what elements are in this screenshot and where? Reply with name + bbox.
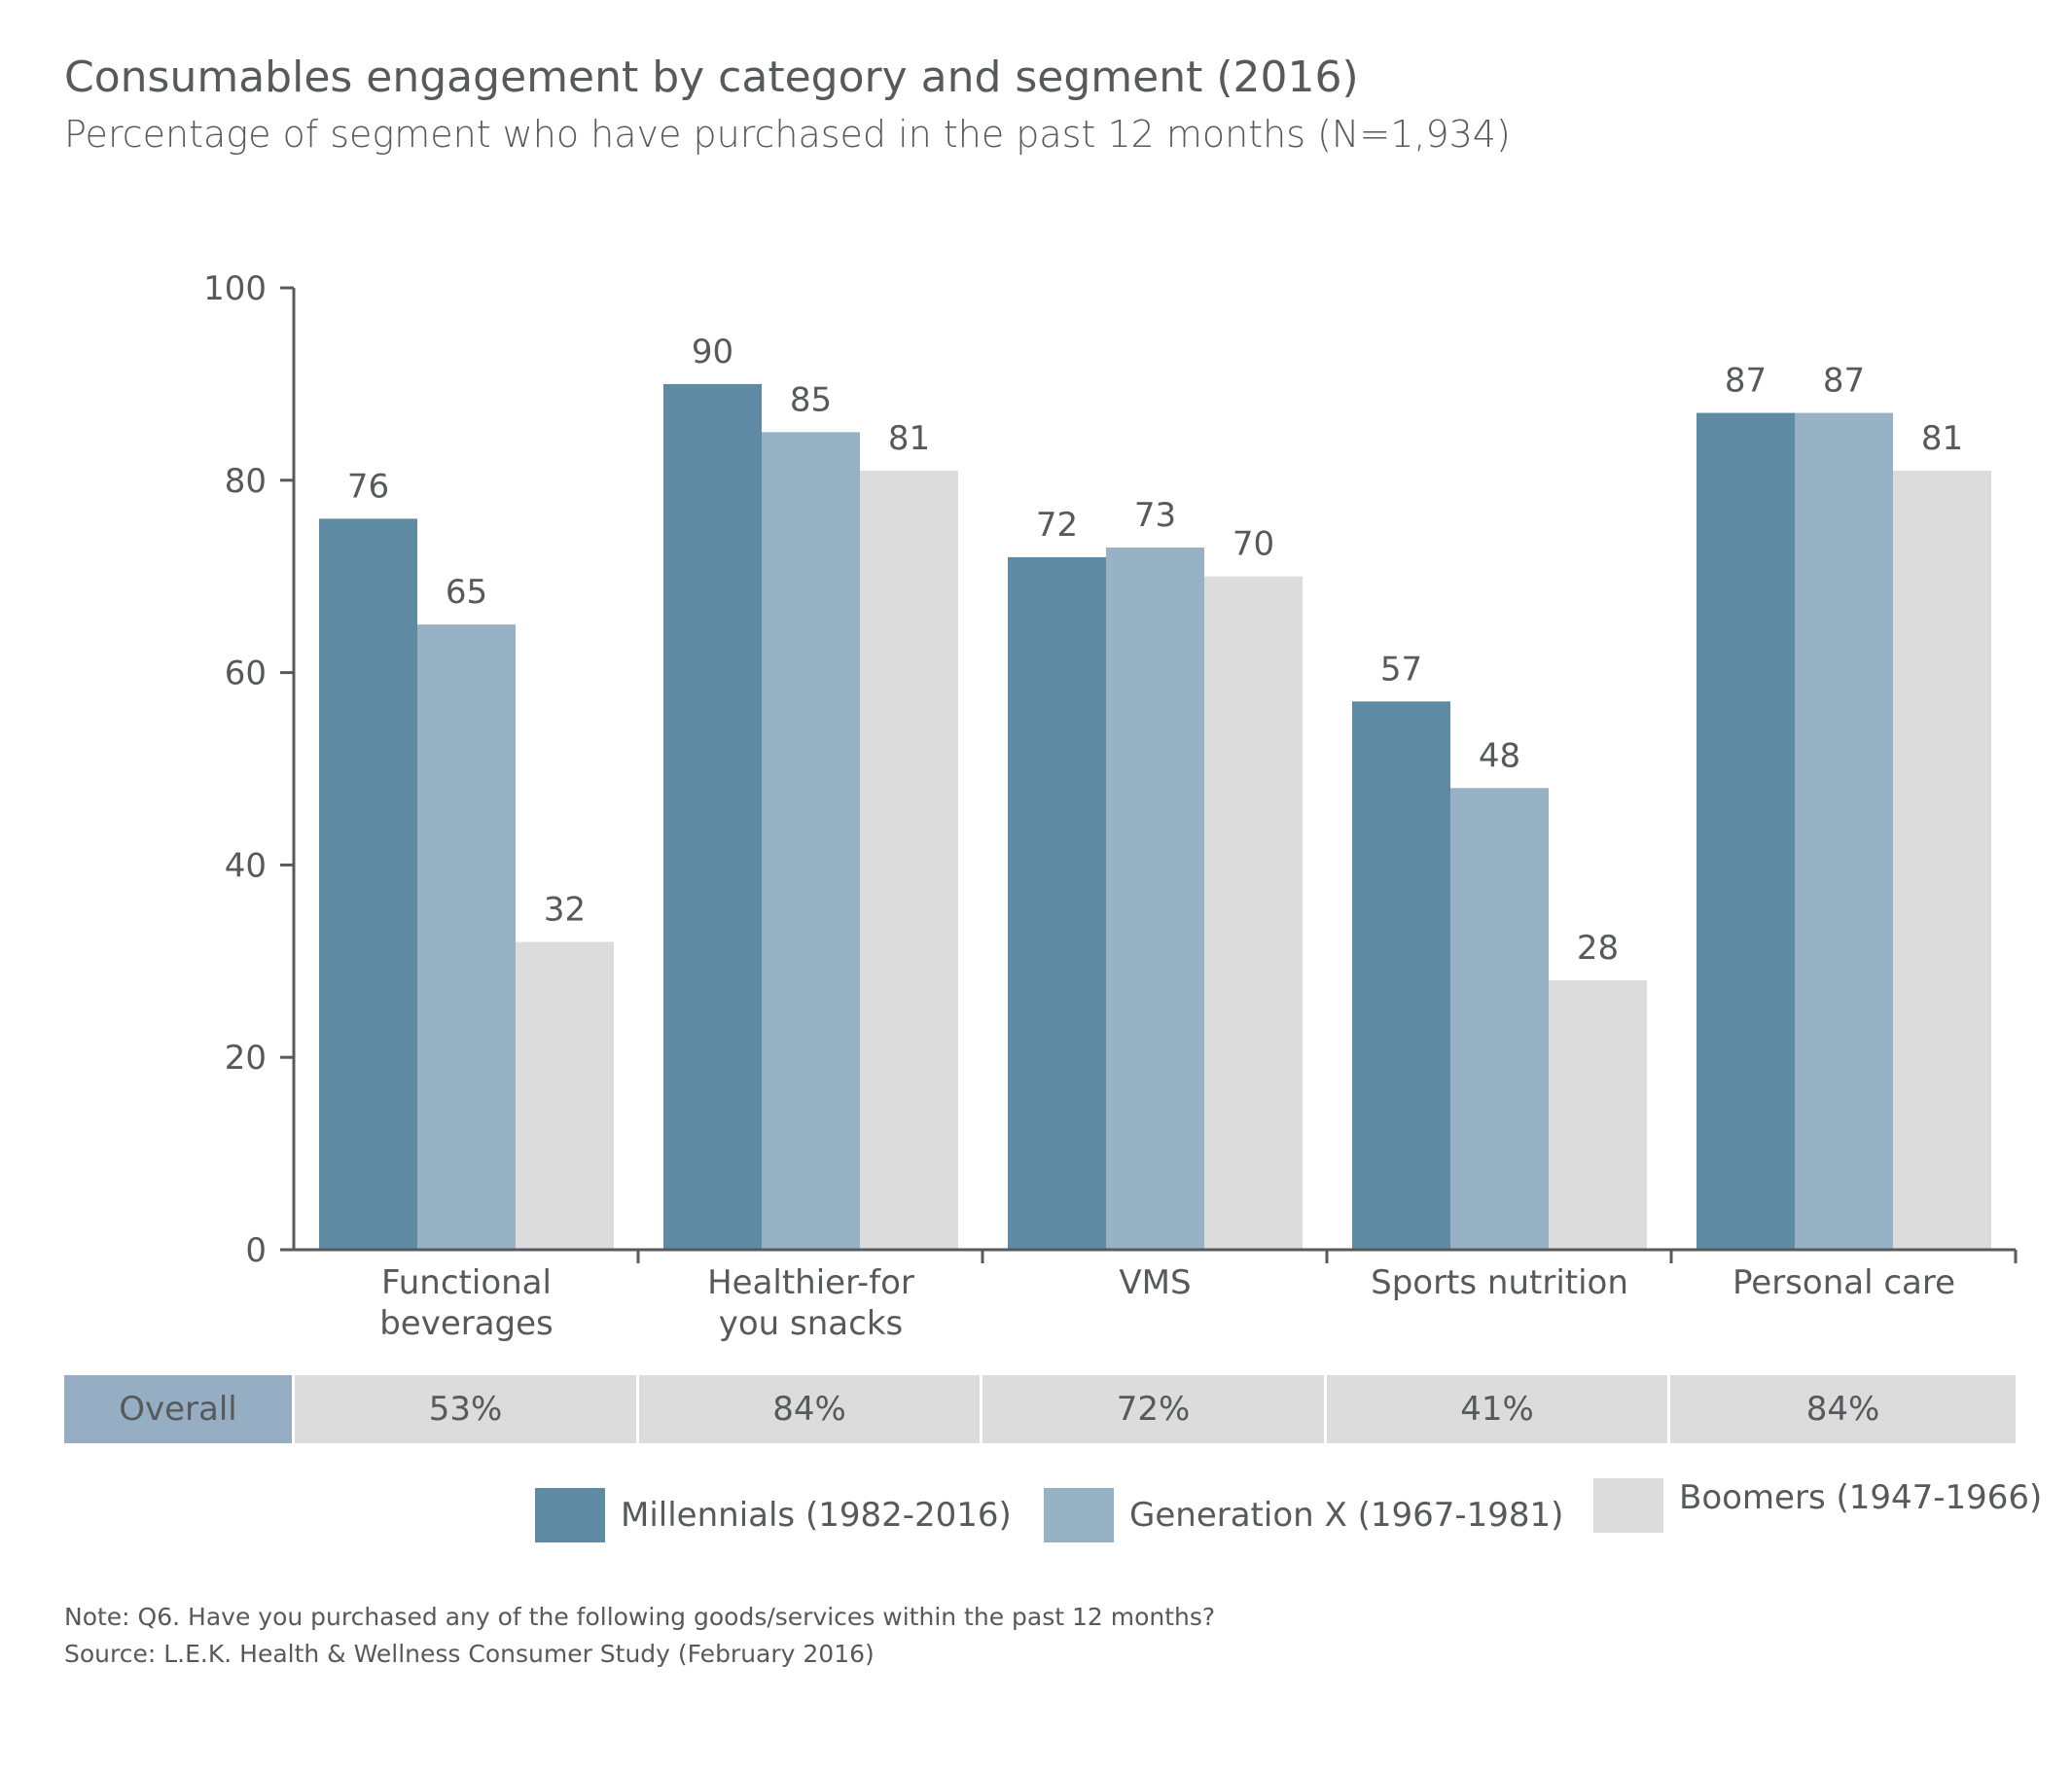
y-tick-label: 60 — [225, 655, 267, 693]
data-label: 57 — [1380, 650, 1422, 689]
x-category-label-line: you snacks — [718, 1304, 904, 1343]
bar — [663, 383, 762, 1250]
data-label: 87 — [1725, 362, 1767, 401]
bar-chart: 76 90 72 57 87 65 85 73 48 87 32 81 70 28 81 0 20 40 60 80 1… — [203, 269, 2018, 1270]
legend-label: Generation X (1967-1981) — [1129, 1496, 1564, 1535]
bar — [1795, 412, 1893, 1250]
data-label: 81 — [888, 419, 930, 458]
legend-swatch — [535, 1488, 605, 1542]
legend-swatch — [1044, 1488, 1114, 1542]
overall-value: 84% — [639, 1375, 980, 1443]
bar — [1697, 412, 1795, 1250]
y-tick-label: 20 — [225, 1039, 267, 1078]
x-category-label: VMS — [995, 1262, 1316, 1303]
chart-subtitle: Percentage of segment who have purchased… — [64, 113, 1511, 156]
y-tick-label: 80 — [225, 462, 267, 501]
chart-title: Consumables engagement by category and s… — [64, 53, 1359, 102]
y-tick-label: 100 — [203, 269, 267, 308]
x-category-label-line: beverages — [379, 1304, 554, 1343]
y-tick-label: 0 — [245, 1231, 267, 1270]
y-tick-label: 40 — [225, 846, 267, 885]
data-label: 48 — [1479, 736, 1520, 775]
legend-label: Millennials (1982-2016) — [621, 1496, 1012, 1535]
legend-swatch — [1593, 1478, 1663, 1533]
data-label: 85 — [790, 380, 832, 419]
bar — [1450, 788, 1549, 1250]
data-label: 76 — [347, 467, 389, 506]
x-category-label-line: Personal care — [1732, 1263, 1956, 1302]
data-label: 90 — [692, 333, 733, 372]
bar — [516, 941, 614, 1250]
source-text: Source: L.E.K. Health & Wellness Consume… — [64, 1640, 875, 1668]
data-label: 72 — [1036, 506, 1078, 545]
data-label: 81 — [1921, 419, 1963, 458]
bar — [1893, 470, 1991, 1250]
bar — [1352, 701, 1450, 1250]
overall-value: 84% — [1670, 1375, 2016, 1443]
overall-value: 72% — [982, 1375, 1324, 1443]
x-category-label: Personal care — [1684, 1262, 2005, 1303]
x-category-label-line: Functional — [381, 1263, 552, 1302]
data-label: 87 — [1823, 362, 1865, 401]
x-category-label-line: VMS — [1119, 1263, 1192, 1302]
data-label: 28 — [1577, 929, 1619, 968]
x-category-label: Healthier-for you snacks — [651, 1262, 972, 1344]
data-label: 73 — [1134, 496, 1176, 535]
overall-label: Overall — [64, 1375, 292, 1443]
bar — [762, 432, 860, 1251]
bar — [1204, 576, 1303, 1250]
bar — [860, 470, 958, 1250]
x-category-label: Functional beverages — [306, 1262, 627, 1344]
x-category-label-line: Healthier-for — [707, 1263, 914, 1302]
data-label: 65 — [446, 573, 487, 612]
overall-value: 41% — [1327, 1375, 1667, 1443]
x-category-label-line: Sports nutrition — [1371, 1263, 1628, 1302]
data-label: 32 — [544, 891, 586, 930]
overall-value: 53% — [295, 1375, 636, 1443]
legend-label: Boomers (1947-1966) — [1679, 1478, 2043, 1517]
bar — [417, 624, 516, 1250]
bar — [1106, 548, 1204, 1250]
bar — [1008, 556, 1106, 1250]
bar — [319, 518, 417, 1250]
bar — [1549, 980, 1647, 1250]
note-text: Note: Q6. Have you purchased any of the … — [64, 1603, 1216, 1631]
x-category-label: Sports nutrition — [1340, 1262, 1661, 1303]
data-label: 70 — [1232, 525, 1274, 564]
